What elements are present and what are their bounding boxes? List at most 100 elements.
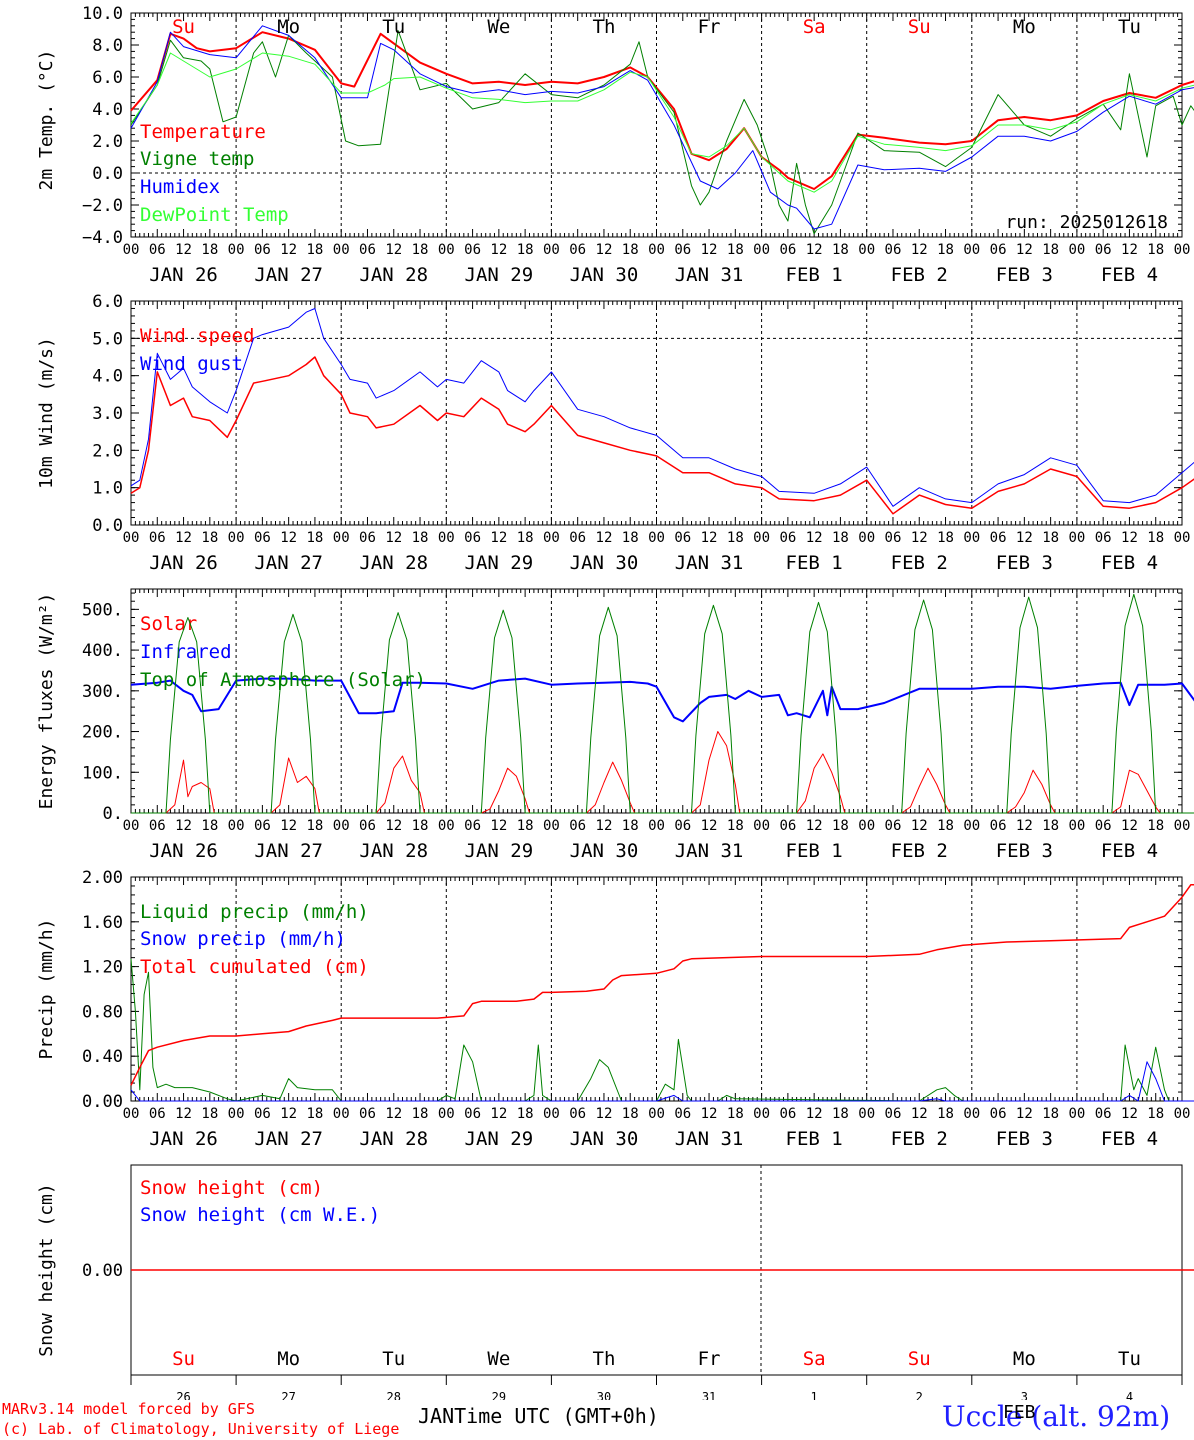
- hour-label: 12: [806, 818, 823, 834]
- legend-entry: Snow precip (mm/h): [140, 928, 346, 950]
- hour-label: 00: [1068, 530, 1085, 546]
- hour-label: 00: [543, 242, 560, 258]
- meteogram-chart: 00 06 12 18 00 06 12 18 00 06 12 18 00 06 12 18 00 06 12 18…: [36, 4, 1194, 1400]
- hour-label: 00: [1174, 242, 1191, 258]
- hour-label: 18: [1147, 530, 1164, 546]
- series-line-wind-speed: [130, 356, 1194, 515]
- hour-label: 12: [596, 818, 613, 834]
- hour-label: 00: [438, 530, 455, 546]
- y-axis-label: Energy fluxes (W/m²): [36, 593, 57, 810]
- hour-label: 06: [990, 530, 1007, 546]
- hour-label: 18: [201, 1106, 218, 1122]
- y-tick-label: 0.0: [92, 516, 123, 536]
- date-label: JAN 27: [254, 840, 323, 862]
- hour-label: 06: [569, 818, 586, 834]
- hour-label: 06: [569, 530, 586, 546]
- hour-label: 06: [674, 1106, 691, 1122]
- day-number-label: 3: [1021, 1390, 1028, 1400]
- hour-label: 12: [175, 818, 192, 834]
- y-tick-label: 4.0: [92, 100, 123, 120]
- hour-label: 18: [201, 242, 218, 258]
- hour-label: 00: [963, 1106, 980, 1122]
- y-tick-label: 400.: [82, 641, 123, 661]
- hour-label: 00: [648, 242, 665, 258]
- hour-label: 06: [885, 1106, 902, 1122]
- day-number-label: 29: [492, 1390, 506, 1400]
- date-label: JAN 27: [254, 552, 323, 574]
- y-tick-label: 2.0: [92, 132, 123, 152]
- date-label: FEB 3: [996, 552, 1053, 574]
- hour-label: 00: [228, 242, 245, 258]
- weekday-label: Tu: [382, 16, 405, 38]
- date-label: JAN 30: [570, 1128, 639, 1150]
- date-label: JAN 26: [149, 264, 218, 286]
- y-axis-label: 10m Wind (m/s): [36, 337, 57, 489]
- hour-label: 00: [963, 818, 980, 834]
- weekday-label: Tu: [1118, 16, 1141, 38]
- legend-entry: Temperature: [140, 121, 266, 143]
- hour-label: 00: [333, 242, 350, 258]
- panel-frame: [130, 300, 1183, 526]
- hour-label: 12: [806, 1106, 823, 1122]
- hour-label: 06: [779, 1106, 796, 1122]
- date-label: JAN 31: [675, 264, 744, 286]
- day-number-label: 1: [811, 1390, 818, 1400]
- series-line-infrared: [130, 677, 1194, 723]
- hour-label: 00: [123, 242, 140, 258]
- legend-entry: Snow height (cm): [140, 1177, 323, 1199]
- hour-label: 06: [254, 818, 271, 834]
- weekday-label: Mo: [1013, 16, 1036, 38]
- hour-label: 00: [123, 1106, 140, 1122]
- date-label: JAN 28: [359, 264, 428, 286]
- y-tick-label: 200.: [82, 723, 123, 743]
- hour-label: 12: [280, 818, 297, 834]
- hour-label: 12: [1121, 530, 1138, 546]
- hour-label: 06: [359, 242, 376, 258]
- series-line-total-cumulated-cm: [130, 884, 1194, 1086]
- hour-label: 00: [228, 818, 245, 834]
- hour-label: 06: [464, 242, 481, 258]
- date-label: JAN 30: [570, 840, 639, 862]
- hour-label: 12: [490, 1106, 507, 1122]
- date-label: JAN 28: [359, 1128, 428, 1150]
- legend-entry: Humidex: [140, 176, 220, 198]
- weekday-label: Su: [908, 16, 931, 38]
- hour-label: 06: [464, 1106, 481, 1122]
- date-label: JAN 31: [675, 840, 744, 862]
- hour-label: 18: [622, 530, 639, 546]
- date-label: JAN 29: [465, 1128, 534, 1150]
- hour-label: 00: [858, 818, 875, 834]
- hour-label: 00: [753, 530, 770, 546]
- date-label: FEB 4: [1101, 264, 1158, 286]
- hour-label: 18: [937, 242, 954, 258]
- date-label: FEB 3: [996, 264, 1053, 286]
- date-label: FEB 2: [891, 552, 948, 574]
- lab-credit: (c) Lab. of Climatology, University of L…: [2, 1420, 400, 1438]
- hour-label: 06: [359, 530, 376, 546]
- weekday-label: Th: [593, 1348, 616, 1370]
- hour-label: 18: [201, 530, 218, 546]
- y-tick-label: 3.0: [92, 404, 123, 424]
- hour-label: 12: [596, 1106, 613, 1122]
- hour-label: 18: [517, 242, 534, 258]
- y-tick-label: −4.0: [82, 228, 123, 248]
- series-line-humidex: [130, 25, 1194, 230]
- series-line-temperature: [130, 31, 1194, 190]
- hour-label: 00: [123, 818, 140, 834]
- hour-label: 12: [490, 242, 507, 258]
- y-tick-label: 10.0: [82, 4, 123, 24]
- y-axis-label: 2m Temp. (°C): [36, 50, 57, 191]
- weekday-label: Fr: [698, 16, 721, 38]
- date-label: FEB 1: [786, 840, 843, 862]
- date-label: JAN 26: [149, 552, 218, 574]
- series-line-vigne-temp: [130, 30, 1194, 235]
- hour-label: 12: [911, 530, 928, 546]
- legend-entry: Solar: [140, 613, 197, 635]
- hour-label: 18: [517, 1106, 534, 1122]
- hour-label: 06: [149, 818, 166, 834]
- hour-label: 18: [937, 818, 954, 834]
- hour-label: 12: [280, 1106, 297, 1122]
- series-line-wind-gust: [130, 308, 1194, 507]
- hour-label: 06: [674, 818, 691, 834]
- hour-label: 18: [517, 818, 534, 834]
